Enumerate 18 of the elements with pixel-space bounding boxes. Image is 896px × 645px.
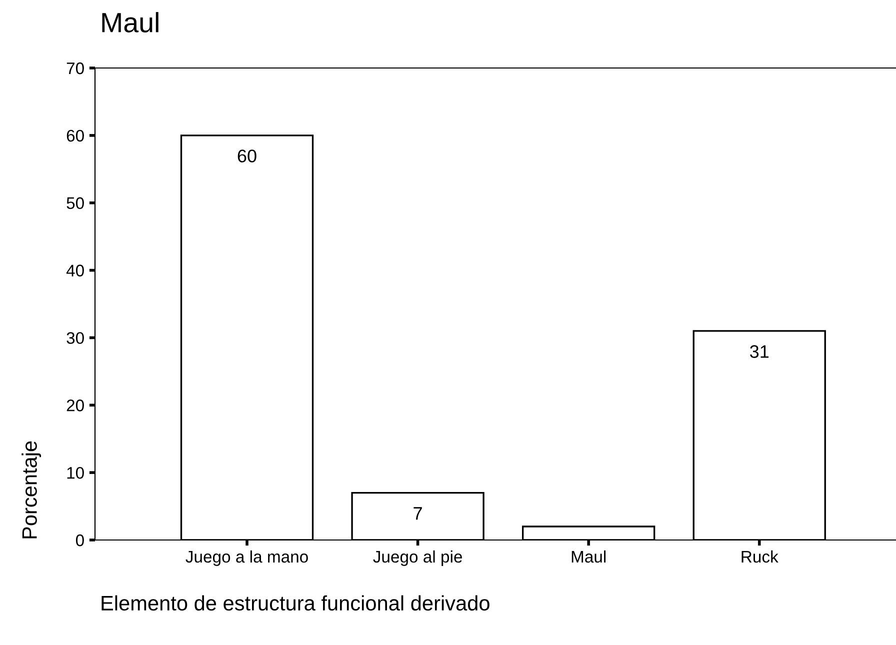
- y-tick-label: 10: [67, 466, 84, 479]
- y-tick-label: 0: [76, 534, 84, 546]
- x-tick-label: Juego a la mano: [186, 550, 308, 566]
- y-tick-label: 30: [66, 332, 84, 344]
- x-tick-label: Maul: [572, 550, 606, 563]
- x-tick-label: Juego al pie: [373, 550, 462, 566]
- data-label: 31: [750, 345, 769, 358]
- y-tick-label: 70: [66, 62, 84, 74]
- y-tick-label: 20: [66, 400, 84, 412]
- y-tick-label: 60: [66, 130, 84, 142]
- data-label: 7: [414, 507, 422, 520]
- x-axis-title: Elemento de estructura funcional derivado: [102, 595, 490, 611]
- y-tick-label: 50: [66, 197, 84, 210]
- chart-title: Maul: [102, 12, 158, 32]
- x-tick-label: Ruck: [742, 550, 778, 563]
- data-label: 60: [238, 150, 256, 162]
- y-axis-title: Porcentaje: [22, 441, 42, 538]
- y-tick-label: 40: [66, 264, 84, 276]
